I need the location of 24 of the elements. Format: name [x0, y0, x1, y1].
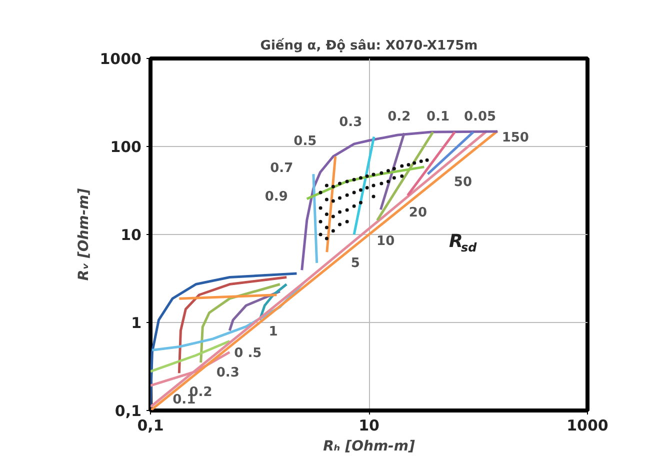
annotation: 5 — [350, 256, 360, 271]
x-tick-label: 10 — [358, 416, 380, 434]
annotation: 0.9 — [264, 189, 288, 204]
y-tick-label: 1000 — [100, 50, 142, 68]
annotation: 0.2 — [388, 110, 411, 125]
y-tick-label: 100 — [110, 138, 142, 156]
annotation: 10 — [376, 234, 395, 249]
x-axis-title: Rₕ [Ohm-m] — [323, 438, 416, 454]
annotation: 0.1 — [426, 110, 450, 125]
y-tick-label: 10 — [120, 226, 142, 244]
annotation: 0.5 — [294, 134, 317, 150]
annotation: 20 — [408, 205, 427, 220]
annotation: 0.3 — [339, 114, 362, 130]
annotation: 1 — [268, 324, 278, 340]
annotation: 0.3 — [216, 365, 240, 380]
annotation: 0.05 — [464, 110, 496, 125]
annotation: 50 — [454, 174, 472, 190]
annotation: 0.7 — [270, 160, 294, 176]
y-tick-label: 1 — [131, 314, 142, 332]
x-tick-label: 1000 — [566, 416, 608, 434]
y-axis-title: Rᵥ [Ohm-m] — [76, 188, 92, 281]
annotation: 150 — [502, 130, 529, 146]
chart-title: Giếng α, Độ sâu: X070-X175m — [260, 38, 478, 54]
annotation: 0 .5 — [234, 346, 262, 361]
